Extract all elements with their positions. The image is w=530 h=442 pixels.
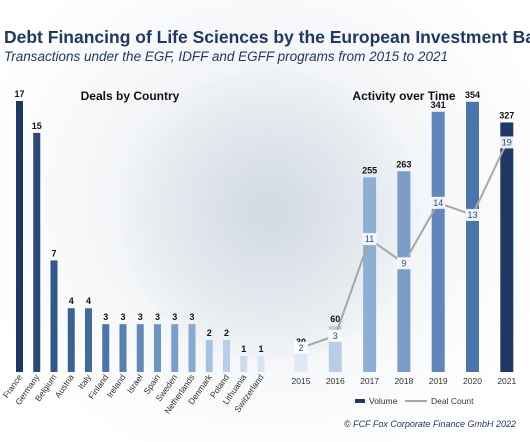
country-value-label: 3	[120, 312, 125, 322]
country-bar	[154, 324, 161, 372]
year-tick-label: 2019	[429, 376, 448, 386]
country-bar	[257, 356, 265, 372]
year-tick-label: 2017	[360, 376, 379, 386]
country-bar	[240, 356, 248, 372]
country-bar	[102, 324, 110, 372]
country-chart-title: Deals by Country	[81, 89, 180, 103]
volume-bar	[294, 349, 308, 372]
deal-count-marker	[328, 329, 343, 342]
country-bar	[188, 324, 196, 372]
volume-bar	[363, 177, 377, 372]
volume-value-label: 60	[330, 314, 340, 324]
deal-count-marker	[396, 257, 411, 270]
deal-count-label: 11	[365, 234, 374, 244]
country-value-label: 3	[103, 312, 108, 322]
deal-count-marker	[431, 196, 446, 209]
country-value-label: 4	[86, 296, 91, 306]
country-value-label: 3	[189, 312, 194, 322]
country-bar	[85, 308, 92, 372]
volume-value-label: 327	[499, 110, 514, 120]
volume-bar	[466, 101, 479, 372]
country-bar	[136, 324, 144, 372]
country-value-label: 15	[32, 121, 42, 131]
volume-value-label: 255	[362, 165, 377, 175]
country-value-label: 7	[51, 248, 56, 258]
year-tick-label: 2018	[394, 376, 413, 386]
country-value-label: 2	[207, 328, 212, 338]
country-bar	[16, 101, 23, 372]
deal-count-label: 13	[467, 210, 477, 220]
volume-bar	[397, 171, 411, 372]
deal-count-label: 9	[401, 258, 406, 268]
volume-bar	[431, 111, 445, 373]
country-bar	[33, 132, 41, 372]
country-value-label: 3	[138, 312, 143, 322]
year-tick-label: 2016	[326, 376, 345, 386]
legend-deal-count-label: Deal Count	[431, 396, 474, 406]
country-bar	[171, 324, 179, 372]
country-bar	[205, 340, 213, 372]
deal-count-marker	[465, 208, 480, 221]
country-value-label: 4	[69, 296, 74, 306]
deal-count-label: 14	[433, 198, 443, 208]
copyright-note: © FCF Fox Corporate Finance GmbH 2022	[343, 419, 516, 429]
legend-volume-swatch	[355, 399, 365, 403]
deal-count-label: 19	[502, 137, 512, 147]
country-bar	[67, 308, 75, 372]
year-tick-label: 2020	[463, 376, 482, 386]
deal-count-marker	[499, 136, 514, 149]
deal-count-marker	[362, 233, 377, 246]
country-bar	[50, 260, 58, 372]
country-bar	[119, 324, 127, 372]
deal-count-marker	[294, 341, 308, 354]
year-tick-label: 2021	[497, 376, 516, 386]
year-tick-label: 2015	[292, 376, 311, 386]
country-bar	[223, 340, 230, 372]
country-value-label: 1	[258, 344, 263, 354]
volume-value-label: 263	[396, 159, 411, 169]
deal-count-label: 2	[298, 343, 303, 353]
volume-value-label: 354	[465, 90, 480, 100]
page-title: Debt Financing of Life Sciences by the E…	[4, 27, 530, 47]
volume-value-label: 341	[431, 100, 446, 110]
page-subtitle: Transactions under the EGF, IDFF and EGF…	[4, 49, 448, 64]
country-value-label: 2	[224, 328, 229, 338]
country-value-label: 17	[14, 89, 24, 99]
country-value-label: 3	[155, 312, 160, 322]
time-chart-title: Activity over Time	[352, 89, 455, 103]
volume-bar	[500, 122, 514, 373]
deal-count-label: 3	[333, 331, 338, 341]
legend-volume-label: Volume	[369, 396, 398, 406]
country-value-label: 1	[241, 344, 246, 354]
country-value-label: 3	[172, 312, 177, 322]
